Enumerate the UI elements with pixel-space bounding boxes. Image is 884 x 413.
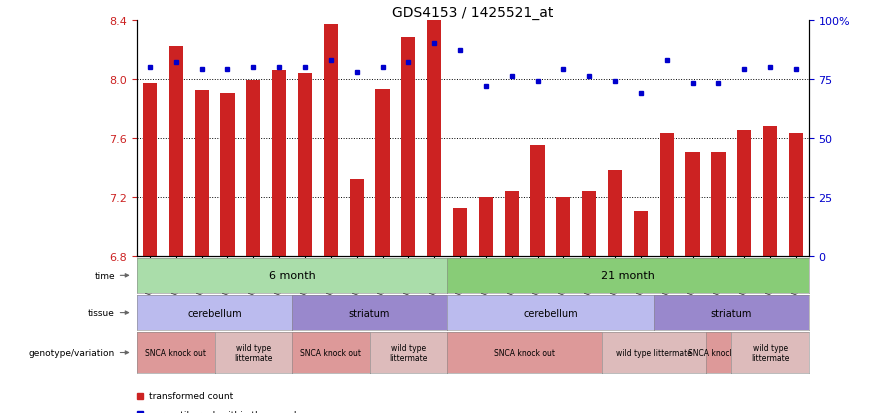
Text: cerebellum: cerebellum [523,308,578,318]
Text: SNCA knock out: SNCA knock out [494,348,555,357]
Text: wild type littermate: wild type littermate [616,348,692,357]
Text: transformed count: transformed count [149,391,233,400]
Bar [143,84,157,256]
Bar [401,38,415,256]
Text: wild type
littermate: wild type littermate [751,343,789,362]
Text: percentile rank within the sample: percentile rank within the sample [149,410,302,413]
Bar [272,71,286,256]
Bar [479,197,493,256]
Text: SNCA knock out: SNCA knock out [145,348,206,357]
Bar [298,74,312,256]
Text: tissue: tissue [88,309,115,317]
Text: wild type
littermate: wild type littermate [234,343,272,362]
Bar [634,212,648,256]
Text: cerebellum: cerebellum [187,308,242,318]
Text: wild type
littermate: wild type littermate [389,343,428,362]
Text: 6 month: 6 month [269,271,316,281]
Text: SNCA knock out: SNCA knock out [301,348,362,357]
Text: SNCA knock out: SNCA knock out [688,348,749,357]
Bar [194,91,209,256]
Bar [169,47,183,256]
Title: GDS4153 / 1425521_at: GDS4153 / 1425521_at [392,6,553,20]
Bar [556,197,570,256]
Bar [659,134,674,256]
Bar [505,191,519,256]
Text: striatum: striatum [349,308,390,318]
Bar [247,81,261,256]
Text: 21 month: 21 month [601,271,655,281]
Bar [427,21,441,256]
Bar [608,171,622,256]
Bar [583,191,597,256]
Bar [220,94,234,256]
Bar [530,146,545,256]
Bar [376,90,390,256]
Text: striatum: striatum [711,308,752,318]
Bar [763,126,777,256]
Bar [789,134,803,256]
Bar [737,131,751,256]
Bar [685,153,700,256]
Bar [453,209,467,256]
Bar [349,180,364,256]
Bar [324,25,338,256]
Bar [712,153,726,256]
Text: genotype/variation: genotype/variation [28,348,115,357]
Text: time: time [95,271,115,280]
